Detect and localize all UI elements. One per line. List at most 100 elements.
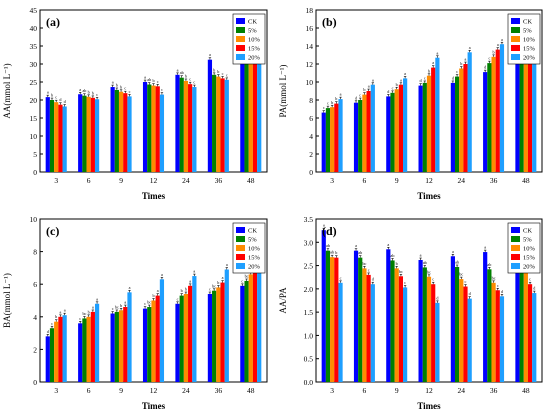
legend-swatch	[511, 263, 520, 269]
bar	[426, 276, 432, 382]
bar	[338, 99, 343, 172]
bar	[252, 264, 258, 382]
significance-letter: a	[193, 269, 195, 274]
significance-letter: d	[355, 95, 358, 100]
significance-letter: c	[456, 69, 458, 74]
significance-letter: a	[92, 304, 94, 309]
x-tick-label: 6	[363, 386, 367, 395]
legend-swatch	[236, 27, 245, 33]
bar	[358, 100, 363, 172]
significance-letter: c	[193, 80, 195, 85]
significance-letter: a	[387, 242, 389, 247]
x-axis-label: Times	[417, 401, 441, 411]
x-tick-label: 36	[215, 386, 223, 395]
bar	[491, 56, 496, 172]
significance-letter: b	[493, 49, 495, 54]
bar	[90, 311, 95, 382]
x-tick-label: 48	[522, 386, 530, 395]
panel-label: (d)	[322, 224, 337, 238]
bar	[151, 300, 156, 382]
legend-entry: 5%	[523, 28, 532, 35]
legend: CK 5% 10% 15% 20%	[507, 13, 541, 65]
bar	[183, 80, 189, 172]
bar	[403, 78, 408, 172]
legend-entry: 15%	[248, 46, 261, 53]
y-tick-label: 18	[306, 6, 314, 15]
bar	[224, 79, 229, 172]
significance-letter: c	[129, 89, 131, 94]
bar	[252, 61, 258, 173]
y-axis-label: AA/PA	[278, 287, 288, 314]
bar	[159, 279, 165, 382]
bar	[527, 284, 533, 382]
significance-letter: a	[79, 87, 81, 92]
bar	[499, 296, 505, 382]
bar	[45, 97, 50, 172]
bar	[257, 63, 262, 172]
significance-letter: a	[372, 77, 374, 82]
x-tick-label: 9	[119, 176, 123, 185]
bar	[330, 257, 335, 382]
significance-letter: b	[428, 68, 430, 73]
bar	[147, 307, 152, 382]
bar	[90, 97, 95, 172]
bar	[123, 307, 128, 382]
significance-letter: a	[404, 71, 406, 76]
significance-letter: d	[47, 329, 50, 334]
x-tick-label: 3	[54, 176, 58, 185]
bar	[418, 85, 423, 172]
bar	[523, 272, 528, 382]
bar	[142, 308, 148, 382]
y-tick-label: 0	[33, 378, 37, 387]
significance-letter: a	[465, 57, 467, 62]
legend: CK 5% 10% 15% 20%	[232, 13, 266, 65]
significance-letter: c	[465, 279, 467, 284]
x-tick-label: 24	[458, 176, 466, 185]
significance-letter: a	[501, 37, 503, 42]
significance-letter: a	[177, 67, 179, 72]
bar	[366, 274, 371, 382]
bar	[459, 68, 464, 172]
x-tick-label: 36	[490, 386, 498, 395]
significance-letter: a	[124, 300, 126, 305]
legend-swatch	[236, 254, 245, 260]
significance-letter: c	[161, 87, 163, 92]
significance-letter: a	[60, 309, 62, 314]
bar	[403, 287, 408, 382]
significance-letter: b	[152, 78, 154, 83]
legend-swatch	[236, 45, 245, 51]
legend-entry: 20%	[248, 264, 261, 271]
significance-letter: bc	[399, 269, 403, 274]
bar	[418, 259, 423, 382]
legend-swatch	[236, 18, 245, 24]
significance-letter: c	[432, 277, 434, 282]
bar	[467, 52, 472, 172]
significance-letter: b	[217, 280, 219, 285]
significance-letter: b	[55, 314, 57, 319]
bar	[78, 323, 83, 382]
significance-letter: b	[120, 84, 122, 89]
significance-letter: b	[213, 67, 215, 72]
bar	[483, 252, 488, 382]
bar	[212, 74, 217, 172]
significance-letter: a	[157, 288, 159, 293]
legend-entry: CK	[248, 228, 257, 235]
bar	[398, 84, 404, 172]
y-tick-label: 40	[30, 24, 38, 33]
y-tick-label: 4	[309, 132, 313, 141]
x-tick-label: 9	[119, 386, 123, 395]
significance-letter: ab	[358, 250, 362, 255]
bar	[454, 266, 460, 382]
bar	[82, 318, 87, 382]
bar	[78, 94, 83, 172]
bar	[220, 282, 225, 382]
bar	[240, 285, 245, 382]
x-tick-label: 36	[490, 176, 498, 185]
significance-letter: bc	[459, 272, 463, 277]
bar	[325, 108, 331, 172]
significance-letter: d	[484, 65, 487, 70]
y-tick-label: 0	[33, 168, 37, 177]
significance-letter: a	[96, 296, 98, 301]
x-tick-label: 6	[87, 386, 91, 395]
